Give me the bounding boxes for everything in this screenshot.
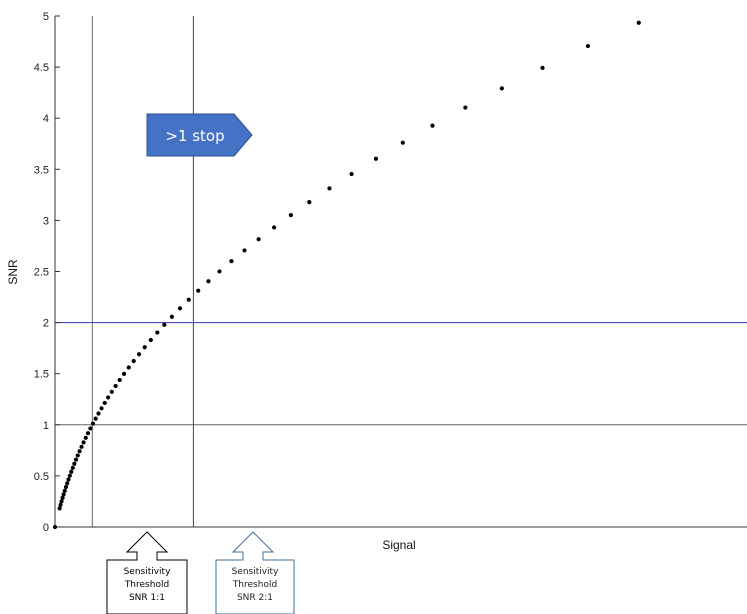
data-point	[636, 20, 641, 25]
data-point	[67, 473, 72, 478]
data-point	[60, 495, 65, 501]
callout-1-line-2: Threshold	[124, 580, 169, 590]
stop-arrow-shape	[146, 113, 253, 157]
data-point	[81, 440, 86, 445]
data-point	[106, 395, 111, 400]
data-point	[131, 358, 136, 364]
callout-1-line-1: Sensitivity	[124, 567, 172, 577]
data-point	[177, 306, 183, 311]
data-point	[229, 259, 234, 264]
data-point	[93, 416, 98, 421]
data-point	[109, 389, 114, 394]
data-point	[162, 322, 167, 327]
data-point	[271, 225, 277, 230]
data-point	[540, 65, 545, 70]
sensitivity-callout-2: Sensitivity Threshold SNR 2:1	[215, 531, 295, 614]
data-point	[585, 43, 591, 49]
callout-2-arrow-shape	[215, 531, 295, 614]
data-point	[96, 411, 101, 416]
callout-2-line-1: Sensitivity	[232, 567, 280, 577]
data-point	[400, 140, 405, 145]
callout-1-arrow-shape	[106, 531, 188, 614]
data-point	[99, 406, 104, 411]
data-point	[463, 105, 468, 110]
data-point	[59, 499, 64, 504]
data-point	[136, 352, 142, 357]
y-tick-label: 3	[43, 215, 49, 227]
x-axis-label: Signal	[382, 538, 415, 552]
data-point	[88, 426, 93, 431]
data-point	[75, 453, 80, 458]
y-tick-label: 4	[43, 113, 49, 125]
sensitivity-callout-1: Sensitivity Threshold SNR 1:1	[106, 531, 188, 614]
data-point	[66, 477, 71, 482]
data-point	[62, 488, 67, 493]
y-tick-label: 5	[43, 11, 49, 23]
data-point	[148, 337, 153, 343]
stop-arrow-label: >1 stop	[165, 127, 224, 145]
data-point	[256, 237, 261, 242]
data-point	[61, 492, 66, 497]
data-point	[69, 469, 74, 474]
data-point	[288, 212, 293, 218]
data-point	[327, 186, 332, 191]
data-point	[349, 171, 354, 177]
data-point	[196, 288, 201, 293]
y-tick-label: 1	[43, 420, 49, 432]
data-point	[430, 123, 435, 128]
data-point	[217, 269, 222, 274]
data-point	[83, 435, 88, 440]
data-points	[52, 20, 641, 530]
y-tick-label: 2.5	[34, 267, 49, 279]
data-point	[186, 297, 191, 302]
callout-2-line-3: SNR 2:1	[237, 593, 273, 603]
y-tick-label: 4.5	[34, 62, 49, 74]
data-point	[57, 506, 62, 511]
y-tick-label: 1.5	[34, 369, 49, 381]
y-tick-label: 0	[43, 522, 49, 534]
data-point	[117, 377, 122, 383]
data-point	[155, 330, 160, 335]
data-point	[65, 481, 70, 486]
reference-lines	[55, 16, 747, 527]
axes: 0 0.5 1 1.5 2 2.5 3 3.5 4 4.5 5	[34, 11, 747, 534]
data-point	[142, 345, 147, 350]
data-point	[206, 279, 211, 284]
data-point	[58, 502, 63, 508]
data-point	[90, 421, 96, 426]
y-tick-label: 3.5	[34, 164, 49, 176]
data-point	[77, 449, 82, 454]
data-point	[73, 457, 79, 462]
callout-1-line-3: SNR 1:1	[129, 593, 165, 603]
y-ticks: 0 0.5 1 1.5 2 2.5 3 3.5 4 4.5 5	[34, 11, 60, 534]
y-tick-label: 0.5	[34, 471, 49, 483]
data-point	[85, 431, 91, 436]
data-point	[169, 314, 174, 319]
stop-arrow-annotation: >1 stop	[146, 113, 253, 157]
data-point	[373, 156, 379, 161]
y-tick-label: 2	[43, 318, 49, 330]
y-axis-label: SNR	[6, 259, 20, 285]
data-point	[72, 461, 77, 466]
data-point	[79, 444, 84, 449]
data-point	[113, 383, 118, 389]
data-point	[242, 248, 247, 253]
data-point	[102, 400, 107, 406]
callout-2-line-2: Threshold	[232, 580, 277, 590]
data-point	[307, 199, 312, 205]
data-point	[121, 371, 127, 376]
data-point	[499, 86, 504, 91]
data-point	[63, 484, 69, 490]
origin-point	[52, 524, 58, 530]
data-point	[126, 365, 131, 370]
data-point	[70, 465, 75, 470]
